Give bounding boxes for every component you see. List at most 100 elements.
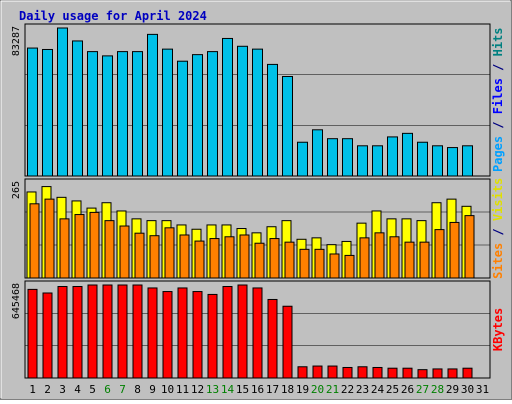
x-tick-label-21: 21: [326, 383, 339, 396]
x-tick-label-18: 18: [281, 383, 294, 396]
bar-hits-day-28: [432, 145, 443, 177]
bar-kbytes-day-14: [222, 286, 233, 379]
bar-hits-day-8: [132, 51, 143, 177]
bar-hits-day-11: [177, 60, 188, 177]
legend-part-1-5: Hits: [491, 27, 505, 56]
bar-kbytes-day-21: [327, 365, 338, 379]
y-max-label-2: 265: [11, 181, 22, 199]
bar-kbytes-day-27: [417, 369, 428, 379]
bar-sites-day-5: [89, 211, 100, 279]
bar-sites-day-26: [404, 241, 415, 279]
legend-part-1-4: /: [491, 56, 505, 78]
bar-sites-day-16: [254, 242, 265, 279]
bar-hits-day-2: [42, 48, 53, 177]
bar-kbytes-day-7: [117, 284, 128, 379]
bar-kbytes-day-8: [132, 284, 143, 379]
bar-sites-day-4: [74, 214, 85, 279]
x-tick-label-30: 30: [461, 383, 474, 396]
bar-kbytes-day-4: [72, 286, 83, 379]
x-tick-label-4: 4: [74, 383, 81, 396]
bar-kbytes-day-24: [372, 366, 383, 379]
x-tick-label-17: 17: [266, 383, 279, 396]
bar-hits-day-15: [237, 45, 248, 177]
bar-sites-day-13: [209, 238, 220, 279]
x-tick-label-14: 14: [221, 383, 235, 396]
x-tick-label-31: 31: [476, 383, 489, 396]
bar-hits-day-18: [282, 75, 293, 177]
bar-sites-day-14: [224, 236, 235, 279]
bar-kbytes-day-11: [177, 287, 188, 379]
y-max-label-3: 645468: [11, 283, 22, 319]
bar-hits-day-24: [372, 145, 383, 177]
x-tick-label-28: 28: [431, 383, 444, 396]
bar-sites-day-30: [464, 215, 475, 279]
bar-kbytes-day-20: [312, 365, 323, 379]
bar-hits-day-22: [342, 138, 353, 177]
y-max-label-1: 83287: [11, 26, 22, 56]
bar-hits-day-26: [402, 132, 413, 177]
bar-hits-day-4: [72, 40, 83, 177]
bar-kbytes-day-19: [297, 366, 308, 379]
bar-sites-day-27: [419, 241, 430, 279]
bar-kbytes-day-13: [207, 293, 218, 379]
x-tick-label-7: 7: [119, 383, 126, 396]
legend-part-1-3: Files: [491, 78, 505, 114]
bar-sites-day-15: [239, 234, 250, 279]
x-tick-label-26: 26: [401, 383, 414, 396]
bar-kbytes-day-1: [27, 288, 38, 379]
bar-hits-day-7: [117, 51, 128, 177]
x-tick-label-24: 24: [371, 383, 385, 396]
bar-kbytes-day-17: [267, 298, 278, 379]
bar-kbytes-day-3: [57, 286, 68, 379]
x-tick-label-29: 29: [446, 383, 459, 396]
bar-hits-day-6: [102, 55, 113, 177]
bar-sites-day-29: [449, 221, 460, 279]
bar-kbytes-day-28: [432, 368, 443, 379]
bar-hits-day-21: [327, 138, 338, 177]
bar-hits-day-10: [162, 48, 173, 177]
bar-sites-day-12: [194, 240, 205, 279]
x-tick-label-3: 3: [59, 383, 66, 396]
x-tick-label-15: 15: [236, 383, 249, 396]
bar-kbytes-day-10: [162, 291, 173, 379]
bar-hits-day-19: [297, 141, 308, 177]
bar-sites-day-1: [29, 203, 40, 279]
bar-hits-day-20: [312, 129, 323, 177]
bar-sites-day-10: [164, 227, 175, 279]
bar-kbytes-day-5: [87, 284, 98, 379]
x-tick-label-10: 10: [161, 383, 174, 396]
bar-kbytes-day-15: [237, 284, 248, 379]
series-legend-1: Pages / Files / Hits: [491, 27, 505, 172]
bar-hits-day-13: [207, 51, 218, 177]
bar-sites-day-22: [344, 254, 355, 279]
bar-sites-day-9: [149, 235, 160, 279]
x-tick-label-9: 9: [149, 383, 156, 396]
bar-hits-day-23: [357, 145, 368, 177]
bar-kbytes-day-26: [402, 367, 413, 379]
bar-sites-day-11: [179, 234, 190, 279]
bar-kbytes-day-30: [462, 367, 473, 379]
bar-sites-day-3: [59, 218, 70, 279]
legend-part-2-2: /: [491, 221, 505, 243]
bar-sites-day-19: [299, 248, 310, 279]
bar-sites-day-8: [134, 232, 145, 279]
bar-sites-day-21: [329, 253, 340, 279]
bar-kbytes-day-16: [252, 287, 263, 379]
bar-hits-day-29: [447, 147, 458, 177]
bar-hits-day-30: [462, 145, 473, 177]
x-tick-label-27: 27: [416, 383, 429, 396]
x-tick-label-22: 22: [341, 383, 354, 396]
bar-sites-day-23: [359, 237, 370, 279]
legend-part-1-1: Pages: [491, 136, 505, 172]
bar-hits-day-5: [87, 51, 98, 177]
bar-hits-day-16: [252, 48, 263, 177]
bar-hits-day-27: [417, 141, 428, 177]
x-tick-label-8: 8: [134, 383, 141, 396]
bar-hits-day-1: [27, 47, 38, 177]
bar-kbytes-day-2: [42, 292, 53, 379]
x-tick-label-23: 23: [356, 383, 369, 396]
bar-sites-day-2: [44, 198, 55, 279]
